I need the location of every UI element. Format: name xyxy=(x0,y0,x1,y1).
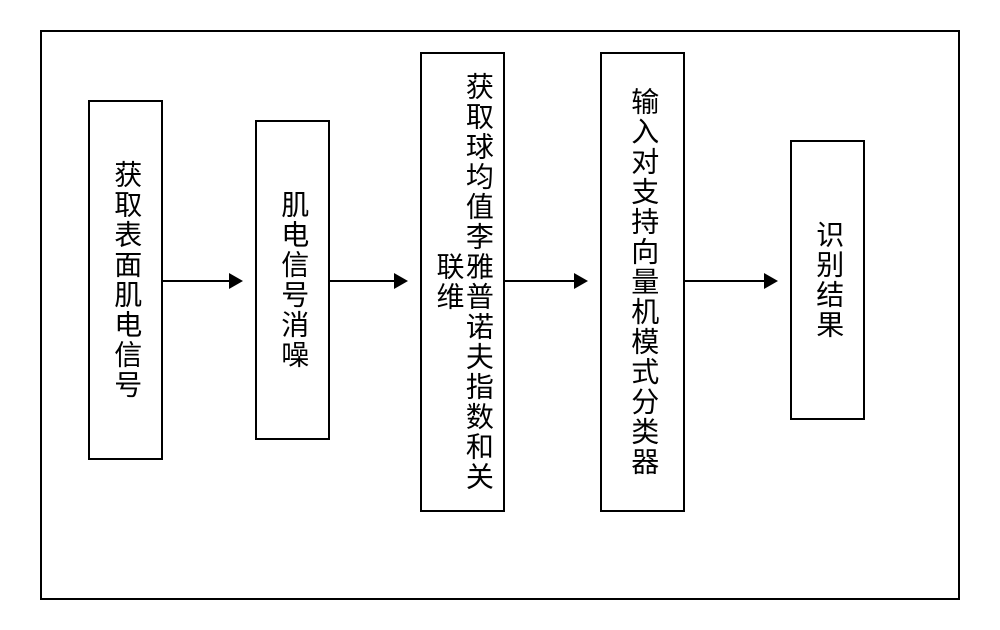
flow-box-2-text: 肌电信号消噪 xyxy=(278,190,307,370)
flow-box-5: 识别结果 xyxy=(790,140,865,420)
flow-box-1: 获取表面肌电信号 xyxy=(88,100,163,460)
flow-box-1-text: 获取表面肌电信号 xyxy=(111,160,140,400)
flow-box-4: 输入对支持向量机模式分类器 xyxy=(600,52,685,512)
arrow-2 xyxy=(330,280,406,282)
flow-box-2: 肌电信号消噪 xyxy=(255,120,330,440)
arrow-4 xyxy=(685,280,776,282)
arrow-1 xyxy=(163,280,241,282)
flow-box-3-text: 获取球均值李雅普诺夫指数和关联维 xyxy=(433,62,492,502)
flow-box-4-text: 输入对支持向量机模式分类器 xyxy=(628,87,657,477)
arrow-3 xyxy=(505,280,586,282)
flow-box-5-text: 识别结果 xyxy=(813,220,842,340)
flow-box-3: 获取球均值李雅普诺夫指数和关联维 xyxy=(420,52,505,512)
